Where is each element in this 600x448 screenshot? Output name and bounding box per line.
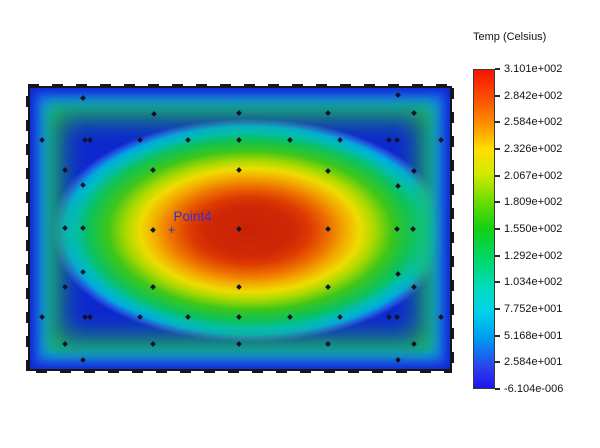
mesh-node-marker: [438, 137, 445, 144]
mesh-node-marker: [185, 137, 192, 144]
plate-edge-ticks-bottom: [28, 370, 452, 373]
legend-scale-value: 1.034e+002: [504, 276, 563, 289]
mesh-node-marker: [325, 341, 332, 348]
mesh-node-marker: [236, 109, 242, 116]
mesh-node-marker: [87, 137, 94, 144]
mesh-node-marker: [286, 313, 293, 320]
mesh-node-marker: [149, 341, 156, 348]
mesh-node-marker: [149, 227, 156, 233]
mesh-node-marker: [79, 225, 86, 231]
legend-tick-mark: [495, 308, 500, 310]
mesh-node-marker: [62, 166, 68, 173]
mesh-node-marker: [79, 181, 86, 188]
legend-scale-value: 2.584e+002: [504, 116, 563, 129]
legend-scale-value: 1.550e+002: [504, 223, 563, 235]
mesh-node-marker: [185, 313, 192, 320]
legend-tick-layer: [495, 68, 501, 390]
mesh-node-marker: [62, 225, 68, 231]
mesh-node-marker: [149, 284, 156, 291]
legend-label-layer: 3.101e+002 2.842e+002 2.584e+002 2.326e+002…: [504, 63, 584, 395]
legend-scale-value: 2.326e+002: [504, 143, 563, 155]
temperature-contour-plate: + Point4: [26, 84, 454, 373]
legend-scale-value: -6.104e-006: [504, 383, 564, 395]
legend-tick-mark: [495, 174, 500, 177]
plate-edge-ticks-top: [28, 84, 452, 87]
legend-tick-mark: [495, 94, 500, 97]
mesh-node-marker: [236, 313, 242, 320]
mesh-node-marker: [410, 226, 417, 232]
mesh-node-marker: [38, 313, 45, 320]
mesh-node-marker: [325, 226, 332, 232]
legend-tick-mark: [495, 254, 500, 257]
mesh-node-marker: [286, 137, 293, 144]
mesh-node-marker: [325, 109, 332, 116]
mesh-node-marker: [137, 137, 143, 144]
mesh-node-marker: [385, 137, 392, 144]
mesh-node-marker: [393, 137, 400, 144]
mesh-node-marker: [79, 357, 86, 363]
legend-scale-value: 2.584e+001: [504, 356, 563, 369]
legend-scale-value: 1.292e+002: [504, 249, 563, 262]
mesh-node-marker: [79, 269, 86, 276]
mesh-node-marker: [337, 137, 343, 144]
mesh-node-marker: [394, 182, 401, 189]
mesh-node-layer: [30, 88, 450, 369]
legend-scale-value: 1.809e+002: [504, 196, 563, 209]
legend-tick-mark: [495, 281, 500, 284]
mesh-node-marker: [62, 341, 68, 348]
legend-scale-value: 3.101e+002: [504, 63, 563, 75]
mesh-node-marker: [149, 166, 156, 173]
mesh-node-marker: [236, 226, 242, 232]
legend-tick-mark: [495, 68, 500, 70]
mesh-node-marker: [236, 166, 242, 173]
mesh-node-marker: [38, 137, 45, 144]
legend-scale-value: 5.168e+001: [504, 329, 563, 342]
mesh-node-marker: [151, 110, 157, 117]
mesh-node-marker: [393, 313, 400, 320]
mesh-node-marker: [411, 341, 418, 348]
legend-scale-value: 2.842e+002: [504, 89, 563, 102]
legend-tick-mark: [495, 334, 500, 337]
legend-tick-mark: [495, 388, 500, 390]
legend-scale-value: 2.067e+002: [504, 169, 563, 182]
mesh-node-marker: [394, 271, 401, 278]
legend-tick-mark: [495, 361, 500, 364]
legend-tick-mark: [495, 228, 500, 230]
mesh-node-marker: [411, 284, 418, 291]
mesh-node-marker: [87, 313, 94, 320]
mesh-node-marker: [325, 284, 332, 291]
mesh-node-marker: [80, 94, 87, 101]
mesh-node-marker: [393, 226, 400, 232]
mesh-node-marker: [385, 313, 392, 320]
mesh-node-marker: [438, 313, 445, 320]
mesh-node-marker: [62, 284, 68, 291]
mesh-node-marker: [325, 168, 332, 174]
mesh-node-marker: [236, 284, 242, 291]
plate-edge-ticks-right: [451, 86, 454, 371]
legend-title: Temp (Celsius): [473, 31, 547, 43]
mesh-node-marker: [394, 92, 401, 98]
mesh-node-marker: [236, 341, 242, 348]
mesh-node-marker: [411, 168, 418, 174]
plate-edge-ticks-left: [26, 86, 29, 371]
legend-scale-value: 7.752e+001: [504, 303, 563, 315]
mesh-node-marker: [137, 313, 143, 320]
legend-tick-mark: [495, 148, 500, 150]
probe-cross-marker: +: [167, 221, 176, 237]
mesh-node-marker: [236, 137, 242, 144]
mesh-node-marker: [337, 313, 343, 320]
legend-colorbar[interactable]: [473, 69, 495, 389]
mesh-node-marker: [411, 109, 418, 116]
legend-tick-mark: [495, 201, 500, 204]
probe-annotation-label: Point4: [173, 208, 212, 224]
mesh-node-marker: [394, 357, 401, 363]
legend-tick-mark: [495, 121, 500, 124]
